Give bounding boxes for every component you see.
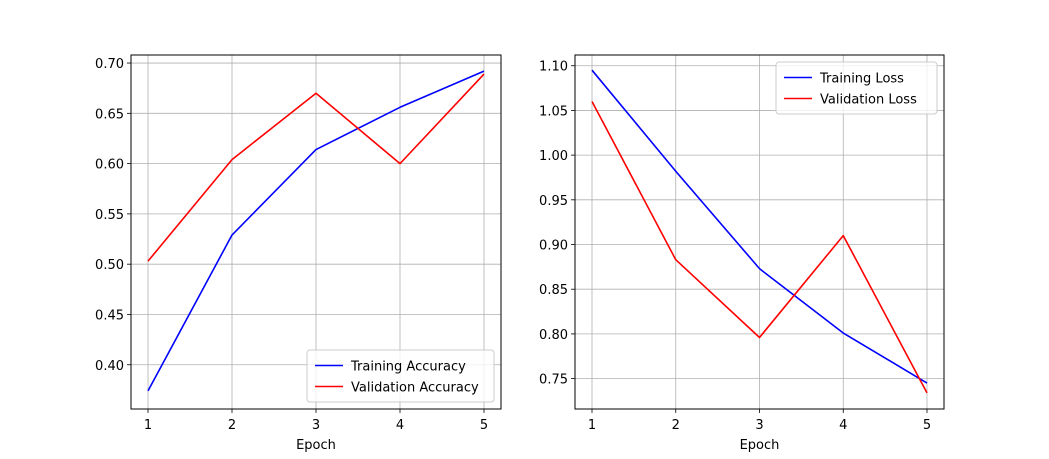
legend: Training Loss Validation Loss: [775, 61, 938, 115]
plot-area-frame: [130, 54, 502, 410]
loss-chart: 1 2 3 4 5 0.75 0.80 0.85 0.90 0.95 1.00 1.05 1.10 Epo…: [539, 54, 945, 453]
x-tick-label: 4: [839, 418, 847, 433]
series-line-1: [147, 73, 485, 262]
legend-label: Training Accuracy: [350, 360, 466, 375]
y-tick-label: 0.50: [95, 258, 124, 273]
legend-label: Validation Loss: [820, 93, 917, 108]
series-line-0: [147, 70, 485, 392]
y-tick-label: 0.75: [539, 373, 568, 388]
x-tick-label: 2: [672, 418, 680, 433]
x-tick-label: 1: [144, 418, 152, 433]
y-tick-label: 0.45: [95, 308, 124, 323]
y-tick-label: 0.95: [539, 194, 568, 209]
x-axis-label: Epoch: [296, 438, 336, 453]
legend-box: [306, 349, 495, 403]
y-tick-label: 0.55: [95, 208, 124, 223]
y-tick-label: 1.00: [539, 149, 568, 164]
y-tick-label: 1.05: [539, 104, 568, 119]
accuracy-chart: 1 2 3 4 5 0.40 0.45 0.50 0.55 0.60 0.65 0.70 Epoch Tr…: [95, 54, 502, 453]
x-tick-label: 3: [755, 418, 763, 433]
series-line-0: [591, 69, 928, 384]
y-tick-label: 0.90: [539, 239, 568, 254]
series-line-1: [591, 101, 928, 394]
y-tick-label: 0.60: [95, 158, 124, 173]
x-tick-label: 2: [228, 418, 236, 433]
legend-box: [775, 61, 938, 115]
x-tick-label: 5: [480, 418, 488, 433]
x-tick-label: 4: [396, 418, 404, 433]
y-tick-label: 0.65: [95, 107, 124, 122]
x-tick-label: 5: [923, 418, 931, 433]
x-tick-label: 1: [588, 418, 596, 433]
y-tick-label: 0.85: [539, 283, 568, 298]
legend-label: Training Loss: [819, 72, 904, 87]
legend: Training Accuracy Validation Accuracy: [306, 349, 495, 403]
y-tick-label: 0.70: [95, 57, 124, 72]
legend-label: Validation Accuracy: [351, 381, 479, 396]
plot-area-frame: [574, 54, 945, 410]
y-tick-label: 1.10: [539, 60, 568, 75]
x-tick-label: 3: [312, 418, 320, 433]
y-tick-label: 0.80: [539, 328, 568, 343]
y-tick-label: 0.40: [95, 359, 124, 374]
x-axis-label: Epoch: [740, 438, 780, 453]
